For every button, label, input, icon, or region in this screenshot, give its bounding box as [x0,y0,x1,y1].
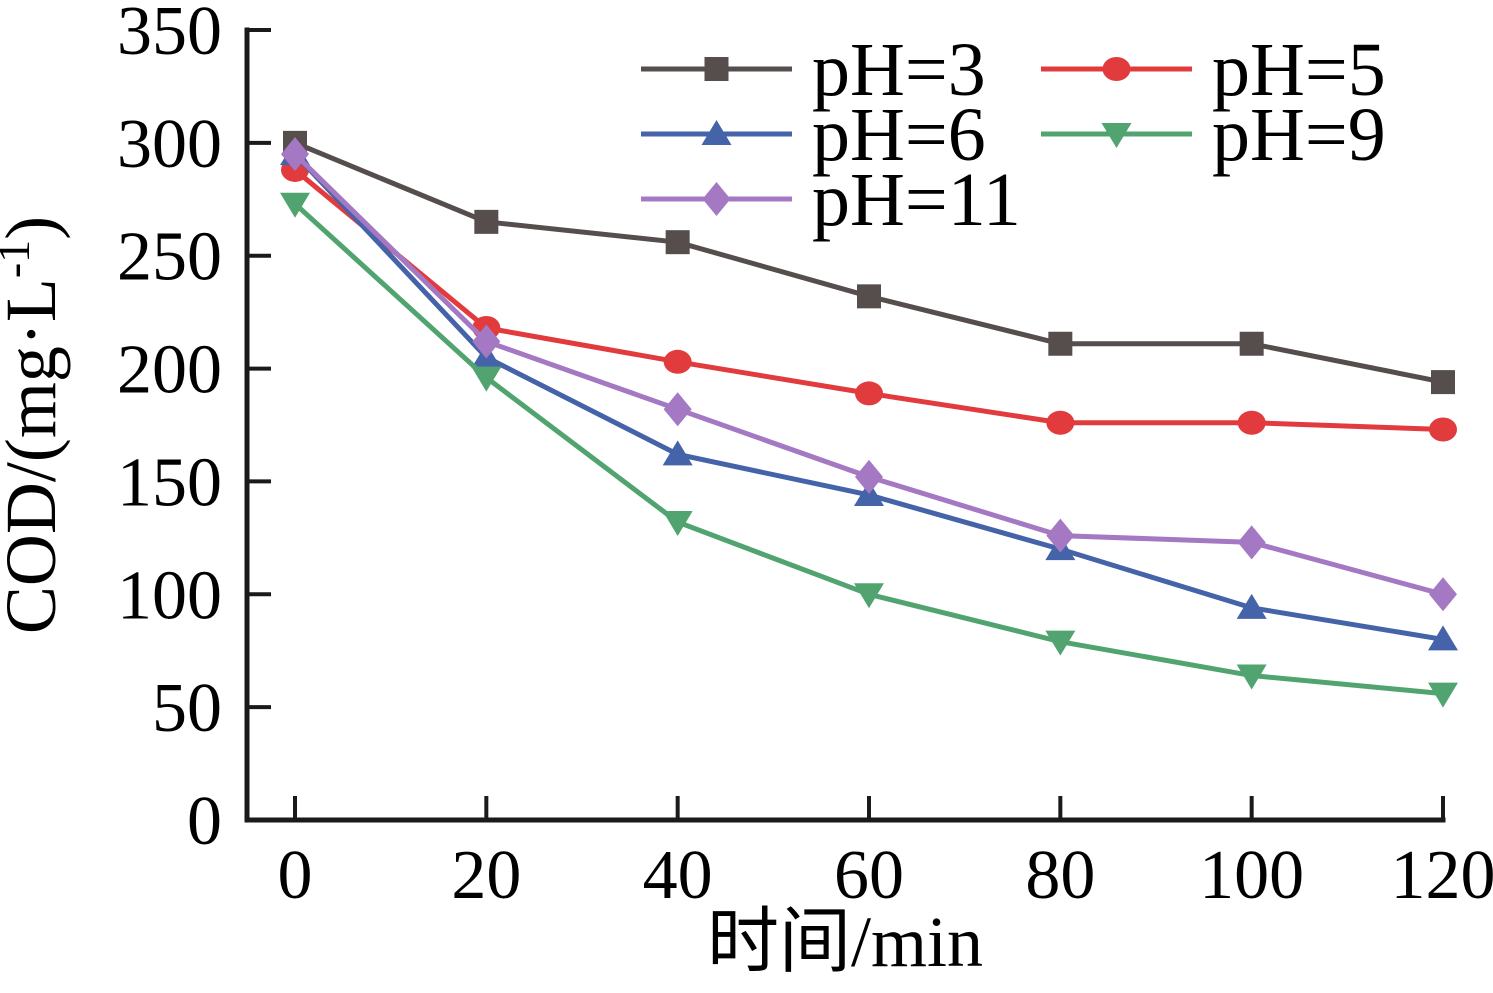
y-tick-label: 250 [117,219,222,296]
x-axis-title: 时间/min [707,902,983,982]
legend-label: pH=5 [1212,28,1386,112]
x-tick-label: 20 [451,837,521,914]
x-tick-label: 120 [1391,837,1493,914]
data-point-pH=5 [663,349,692,374]
series-pH=3 [283,130,1455,395]
data-point-pH=6 [1428,625,1458,651]
data-point-pH=3 [1431,370,1455,395]
x-tick-label: 40 [643,837,713,914]
data-point-pH=11 [1429,577,1457,612]
x-tick-label: 100 [1199,837,1304,914]
y-tick-label: 350 [117,0,222,70]
data-point-pH=9 [854,583,884,609]
data-point-pH=3 [857,284,881,309]
y-tick-label: 100 [117,557,222,634]
y-axis-title: COD/(mg·L-1) [0,216,71,634]
data-point-pH=3 [1239,331,1264,356]
y-tick-label: 150 [117,444,222,521]
axes: 0 20 40 60 80 100 120 0 50 100 150 200 250 300 350 [117,0,1493,914]
data-point-pH=5 [1429,417,1457,442]
legend-marker-circle [1102,57,1131,81]
data-point-pH=9 [471,366,502,392]
legend-item-pH=6: pH=6 [641,93,986,177]
y-tick-label: 0 [187,783,222,860]
legend-label: pH=6 [812,93,986,177]
data-point-pH=9 [1236,664,1267,690]
y-tick-label: 50 [152,670,222,747]
legend-label: pH=3 [812,28,986,112]
y-tick-label: 200 [117,332,222,409]
data-point-pH=6 [662,440,693,466]
data-point-pH=6 [1236,593,1267,619]
data-point-pH=5 [1046,410,1075,435]
data-point-pH=11 [1237,525,1266,560]
series-layer [280,130,1458,708]
legend-item-pH=11: pH=11 [641,158,1021,242]
y-tick-label: 300 [117,106,222,183]
data-point-pH=9 [662,511,693,537]
legend-marker-triangle-up [701,120,732,145]
data-point-pH=9 [280,192,310,218]
legend-item-pH=9: pH=9 [1041,93,1386,177]
legend: pH=3 pH=5 pH=6 pH=9 pH=11 [641,28,1386,242]
data-point-pH=5 [855,381,883,406]
data-point-pH=3 [665,230,690,255]
data-point-pH=3 [474,209,499,234]
data-point-pH=5 [1237,410,1266,435]
legend-marker-triangle-down [1101,123,1132,148]
data-point-pH=3 [1048,331,1073,356]
data-point-pH=11 [663,392,692,427]
data-point-pH=11 [855,459,883,494]
data-point-pH=11 [281,137,309,172]
data-point-pH=11 [472,324,501,359]
legend-marker-square [704,57,729,81]
data-point-pH=9 [1428,682,1458,708]
x-tick-label: 60 [834,837,904,914]
legend-item-pH=5: pH=5 [1041,28,1386,112]
data-point-pH=11 [1046,518,1075,553]
data-point-pH=9 [1045,630,1076,656]
legend-label: pH=11 [812,158,1021,242]
legend-item-pH=3: pH=3 [641,28,986,112]
x-tick-label: 0 [278,837,313,914]
legend-marker-diamond [702,182,731,216]
axis-titles: 时间/min COD/(mg·L-1) [0,216,983,982]
x-tick-label: 80 [1025,837,1095,914]
series-pH=9 [280,192,1458,708]
series-pH=11 [281,137,1457,612]
series-line-pH=9 [293,201,1444,697]
legend-label: pH=9 [1212,93,1386,177]
